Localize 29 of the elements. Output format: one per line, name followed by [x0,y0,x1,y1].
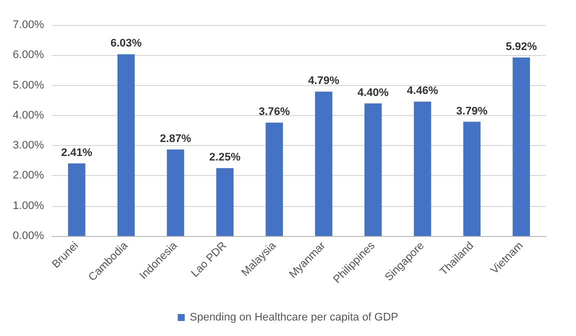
data-label: 3.79% [456,105,488,118]
y-tick-label: 2.00% [12,170,44,182]
y-tick-label: 4.00% [12,109,44,122]
bar [463,122,481,236]
data-label: 4.46% [406,85,438,98]
bar [166,149,184,236]
data-label: 6.03% [110,38,142,50]
bar [117,54,135,236]
bar [315,92,332,236]
data-label: 3.76% [258,106,290,118]
data-label: 5.92% [506,41,538,54]
y-tick-label: 7.00% [12,19,44,31]
data-label: 4.79% [308,75,340,88]
legend-label: Spending on Healthcare per capita of GDP [190,312,398,324]
y-tick-label: 0.00% [12,230,44,242]
bar [414,102,432,236]
data-label: 4.40% [358,86,389,99]
data-label: 2.87% [160,132,192,145]
y-tick-label: 1.00% [12,200,44,212]
data-label: 2.25% [209,152,241,164]
y-tick-label: 3.00% [12,140,44,152]
y-tick-label: 5.00% [12,79,44,92]
bar [364,103,382,236]
bar [216,168,234,236]
bar [266,122,283,236]
bar [68,163,86,236]
y-tick-label: 6.00% [12,49,44,62]
bar [512,58,530,236]
data-label: 2.41% [61,146,93,159]
